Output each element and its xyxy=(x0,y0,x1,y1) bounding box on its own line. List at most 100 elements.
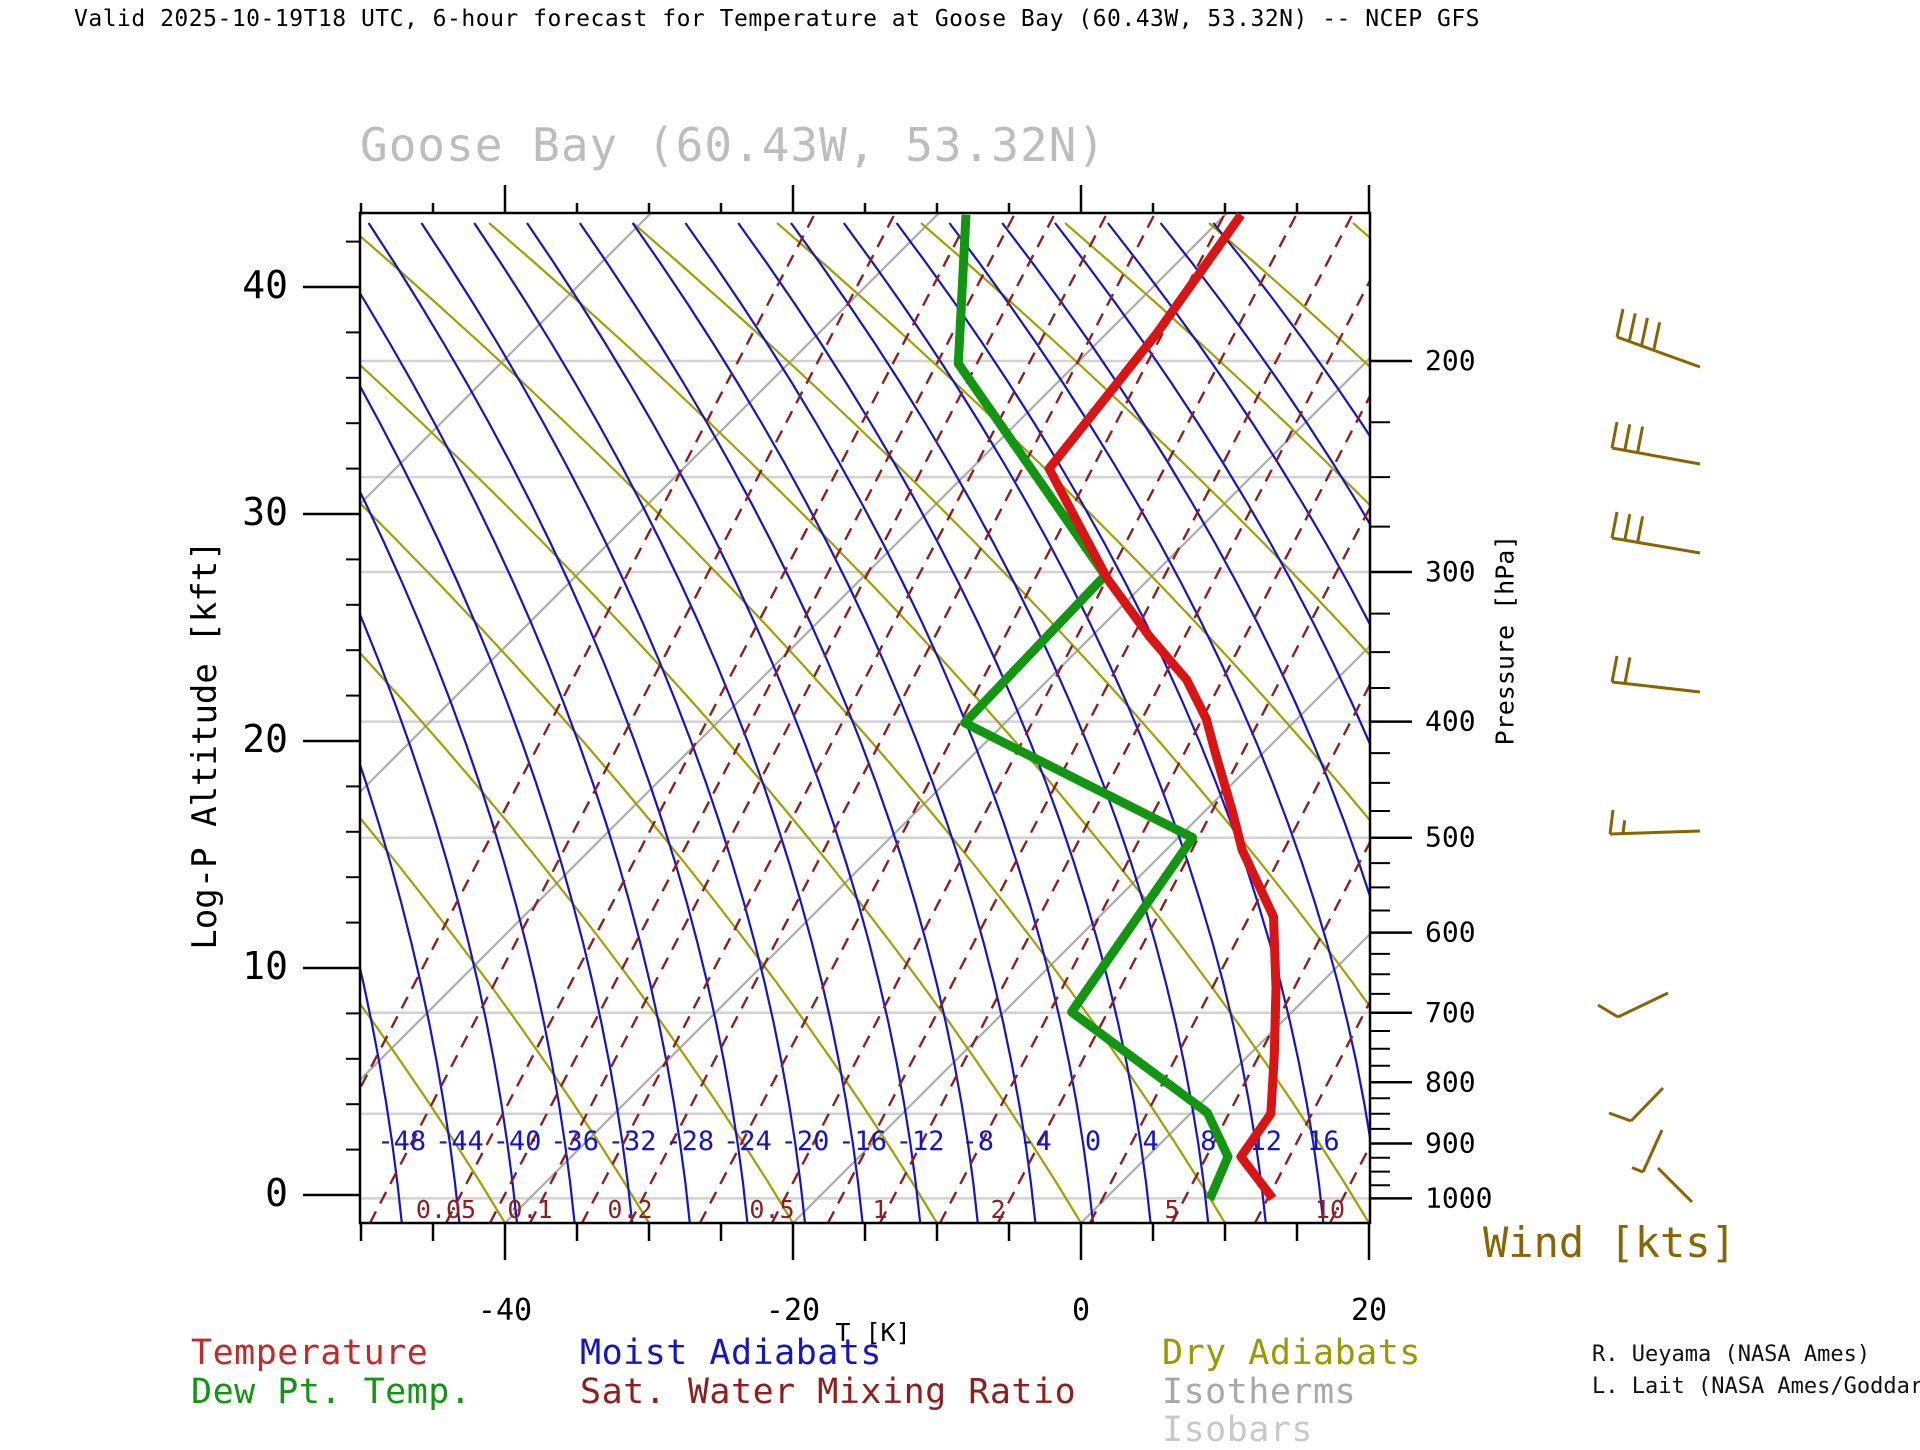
x-tick-label: -40 xyxy=(478,1293,532,1328)
dry-adiabat-line xyxy=(360,363,1082,1223)
mixing-ratio-line xyxy=(1253,999,1370,1223)
isotherm-row-label: -4 xyxy=(1019,1126,1052,1157)
dry-adiabat-line xyxy=(1641,223,1920,1223)
kft-tick-label: 20 xyxy=(242,717,288,761)
temperature-profile-line xyxy=(1044,212,1281,1202)
dry-adiabat-line xyxy=(632,222,1370,1009)
isotherm-row-label: -36 xyxy=(550,1126,599,1157)
wind-units-label: Wind [kts] xyxy=(1483,1218,1736,1267)
isotherm-row-label: -20 xyxy=(781,1126,830,1157)
chart-title: Goose Bay (60.43W, 53.32N) xyxy=(360,118,1107,172)
wind-barb-segment xyxy=(1608,809,1615,835)
pressure-tick-label: 700 xyxy=(1425,996,1476,1029)
kft-tick-label: 30 xyxy=(242,490,288,534)
isotherm-row-label: -24 xyxy=(723,1126,772,1157)
kft-tick-label: 10 xyxy=(242,944,288,988)
moist-adiabat-line xyxy=(1159,222,1370,527)
mixing-ratio-line xyxy=(488,213,1017,1223)
moist-adiabat-line xyxy=(360,291,691,1223)
dry-adiabat-line xyxy=(360,234,1226,1223)
pressure-tick-label: 300 xyxy=(1425,555,1476,588)
moist-adiabat-line xyxy=(360,383,634,1223)
wind-barb-700 xyxy=(1597,991,1669,1019)
moist-adiabat-line xyxy=(473,222,864,1223)
wind-barb-segment xyxy=(1608,1111,1632,1123)
wind-barb-segment xyxy=(1611,446,1701,466)
wind-barb-segment xyxy=(1623,657,1632,684)
isotherm-row-label: -48 xyxy=(377,1126,426,1157)
pressure-tick-label: 500 xyxy=(1425,821,1476,854)
mixing-ratio-line xyxy=(1088,681,1370,1223)
isotherm-line--100 xyxy=(360,213,652,506)
moist-adiabat-line xyxy=(948,222,1370,1145)
wind-barb-segment xyxy=(1597,1003,1619,1019)
dry-adiabat-line xyxy=(360,1002,506,1223)
mixing-ratio-line xyxy=(368,213,897,1223)
pressure-tick-label: 800 xyxy=(1425,1065,1476,1098)
pressure-tick-label: 1000 xyxy=(1425,1181,1492,1214)
mixing-ratio-line xyxy=(444,213,973,1223)
isotherm-row-label: -40 xyxy=(493,1126,542,1157)
x-axis-label: T [K] xyxy=(835,1318,911,1347)
moist-adiabat-line xyxy=(1106,222,1370,628)
moist-adiabat-line xyxy=(578,222,979,1223)
wind-barb-segment xyxy=(1636,426,1645,453)
isotherm-row-label: -8 xyxy=(962,1126,995,1157)
wind-barb-segment xyxy=(1636,516,1645,543)
wind-barb-segment xyxy=(1629,1086,1665,1123)
isotherm-row-label: 0 xyxy=(1085,1126,1101,1157)
wind-barb-segment xyxy=(1611,536,1701,555)
wind-barb-segment xyxy=(1615,308,1625,338)
wind-barb-segment xyxy=(1652,321,1662,351)
mixing-ratio-label: 0.5 xyxy=(749,1195,794,1224)
wind-barb-segment xyxy=(1610,511,1619,539)
isotherm-line--40 xyxy=(504,356,1370,1223)
moist-adiabat-line xyxy=(631,222,1037,1223)
dry-adiabat-line xyxy=(1497,223,1920,1223)
wind-barb-400 xyxy=(1610,655,1701,694)
wind-barb-segment xyxy=(1639,317,1649,347)
mixing-ratio-line xyxy=(770,213,1299,1223)
mixing-ratio-label: 1 xyxy=(872,1195,887,1224)
mixing-ratio-label: 0.1 xyxy=(507,1195,552,1224)
mixing-ratio-line xyxy=(698,213,1227,1223)
legend-isotherms: Isotherms xyxy=(1162,1372,1357,1412)
wind-barb-850 xyxy=(1608,1086,1665,1123)
moist-adiabat-line xyxy=(1001,222,1370,900)
moist-adiabat-line xyxy=(360,611,519,1223)
mixing-ratio-line xyxy=(360,213,817,1091)
isotherm-row-label: -16 xyxy=(838,1126,887,1157)
pressure-tick-label: 900 xyxy=(1425,1127,1476,1160)
dry-adiabat-line xyxy=(488,222,1370,1223)
wind-barb-segment xyxy=(1616,335,1701,369)
pressure-tick-label: 200 xyxy=(1425,344,1476,377)
mixing-ratio-label: 2 xyxy=(990,1195,1005,1224)
moist-adiabat-line xyxy=(420,222,807,1223)
plot-border xyxy=(358,211,1372,1225)
isotherm-row-label: -28 xyxy=(665,1126,714,1157)
credit-line-1: R. Ueyama (NASA Ames) xyxy=(1592,1342,1871,1367)
wind-barb-250 xyxy=(1610,421,1701,466)
dry-adiabat-line xyxy=(1208,222,1370,369)
mixing-ratio-line xyxy=(1328,1143,1370,1223)
wind-barb-segment xyxy=(1610,655,1619,683)
moist-adiabat-line xyxy=(1054,222,1370,747)
mixing-ratio-label: 5 xyxy=(1164,1195,1179,1224)
legend-dewpoint: Dew Pt. Temp. xyxy=(191,1372,472,1412)
mixing-ratio-line xyxy=(580,213,1109,1223)
wind-barb-segment xyxy=(1641,1129,1664,1173)
wind-barb-segment xyxy=(1617,991,1669,1019)
dry-adiabat-line xyxy=(1785,223,1920,1223)
wind-barb-segment xyxy=(1611,680,1701,694)
wind-barb-500 xyxy=(1608,809,1701,836)
isotherm-line--20 xyxy=(792,644,1370,1223)
moist-adiabat-line xyxy=(842,222,1267,1223)
wind-barb-segment xyxy=(1610,421,1619,449)
mixing-ratio-line xyxy=(1400,213,1920,1223)
wind-barb-segment xyxy=(1623,513,1632,541)
wind-barb-segment xyxy=(1621,820,1627,834)
legend-dry-adiabats: Dry Adiabats xyxy=(1162,1333,1421,1373)
moist-adiabat-line xyxy=(360,963,403,1223)
